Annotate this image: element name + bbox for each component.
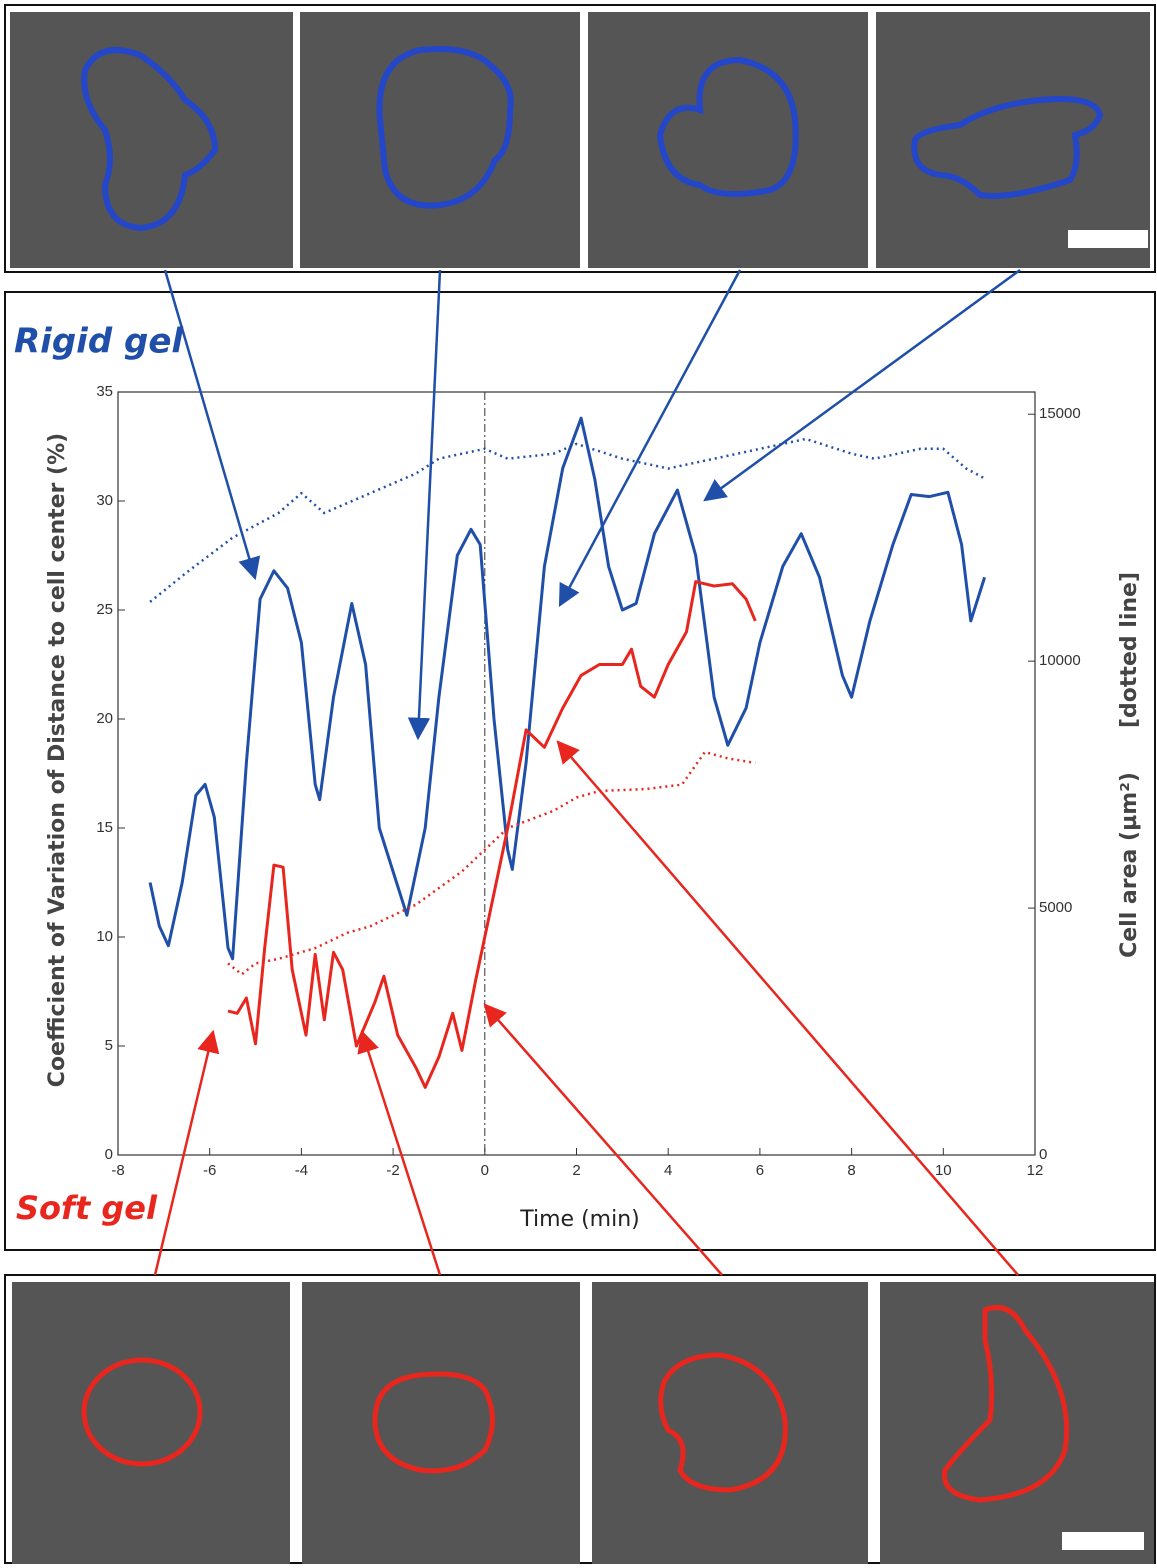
y-axis-label: Coefficient of Variation of Distance to … [45, 433, 70, 1087]
y-tick-label: 20 [96, 710, 113, 727]
y-tick-label: 5 [105, 1037, 113, 1054]
y2-tick-label: 5000 [1039, 899, 1072, 916]
y-tick-label: 10 [96, 928, 113, 945]
y-tick-label: 15 [96, 819, 113, 836]
y2-tick-label: 10000 [1039, 652, 1081, 669]
rigid-label: Rigid gel [14, 322, 184, 362]
x-tick-label: 6 [756, 1162, 764, 1179]
x-tick-label: 10 [935, 1162, 952, 1179]
x-tick-label: 8 [847, 1162, 855, 1179]
series-line [150, 418, 985, 959]
y2-tick-label: 15000 [1039, 405, 1081, 422]
y2-axis-note: [dotted line] [1117, 572, 1142, 728]
y2-tick-label: 0 [1039, 1146, 1047, 1163]
y-tick-label: 0 [105, 1146, 113, 1163]
figure: Rigid gel Soft gel Time (min) Coefficien… [0, 0, 1157, 1564]
y-tick-label: 35 [96, 383, 113, 400]
x-tick-label: 0 [481, 1162, 489, 1179]
x-tick-label: 12 [1027, 1162, 1044, 1179]
series-line [228, 752, 755, 974]
soft-label: Soft gel [16, 1189, 158, 1227]
x-tick-label: 2 [572, 1162, 580, 1179]
chart-frame [5, 292, 1155, 1250]
y-tick-label: 25 [96, 601, 113, 618]
x-tick-label: -6 [203, 1162, 216, 1179]
x-tick-label: -4 [295, 1162, 308, 1179]
x-tick-label: 4 [664, 1162, 672, 1179]
rigid-images [5, 5, 1155, 272]
x-tick-label: -8 [111, 1162, 124, 1179]
arrows [155, 270, 1020, 1275]
soft-images [5, 1275, 1155, 1564]
y-tick-label: 30 [96, 492, 113, 509]
x-tick-label: -2 [386, 1162, 399, 1179]
y2-axis-label: Cell area (µm²) [1117, 772, 1142, 958]
x-axis-label: Time (min) [519, 1207, 640, 1232]
series-line [150, 439, 985, 602]
